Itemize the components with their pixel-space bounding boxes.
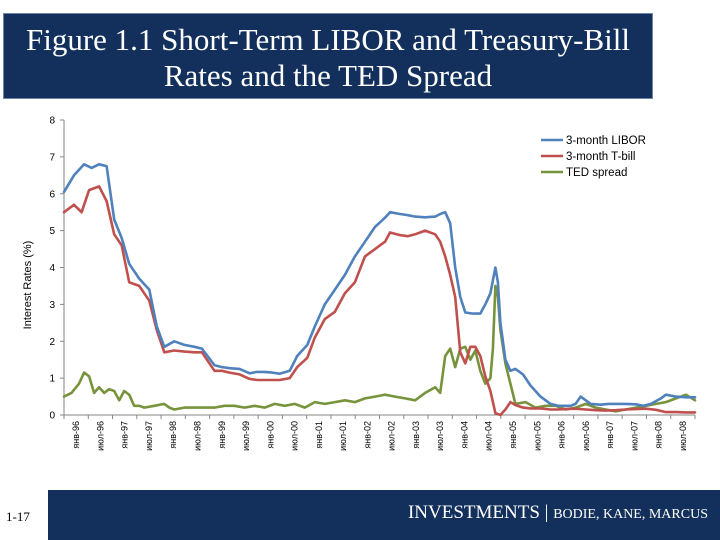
x-tick-label: янв-07 <box>605 421 615 449</box>
footer-text: INVESTMENTS | BODIE, KANE, MARCUS <box>408 502 708 524</box>
legend-label: 3-month T-bill <box>566 151 635 163</box>
x-tick-label: янв-01 <box>314 421 324 449</box>
x-tick-label: июл-00 <box>290 421 300 451</box>
y-axis-label: Interest Rates (%) <box>22 241 34 330</box>
x-tick-label: янв-00 <box>265 421 275 449</box>
x-tick-label: июл-05 <box>532 421 542 451</box>
y-tick-label: 7 <box>49 152 55 163</box>
y-axis: 0 1 2 3 4 5 6 7 8 <box>49 116 65 422</box>
footer-separator: | <box>539 502 554 523</box>
series-line-ted-spread <box>62 284 697 413</box>
x-tick-label: янв-98 <box>168 421 178 449</box>
x-tick-label: июл-03 <box>435 421 445 451</box>
x-tick-label: янв-99 <box>217 421 227 449</box>
series-line-3-month-t-bill <box>62 185 697 417</box>
x-tick-label: июл-96 <box>95 421 105 451</box>
x-tick-label: июл-02 <box>387 421 397 451</box>
legend-label: 3-month LIBOR <box>566 135 646 147</box>
x-tick-label: июл-97 <box>144 421 154 451</box>
x-tick-label: июл-98 <box>192 421 202 451</box>
legend-label: TED spread <box>566 167 627 179</box>
x-tick-label: июл-06 <box>581 421 591 451</box>
x-tick-label: янв-06 <box>557 421 567 449</box>
y-tick-label: 5 <box>49 226 55 237</box>
x-tick-label: июл-99 <box>241 421 251 451</box>
x-tick-label: янв-02 <box>362 421 372 449</box>
y-tick-label: 6 <box>49 189 55 200</box>
series-line-3-month-libor <box>62 162 697 408</box>
y-tick-label: 0 <box>49 411 55 422</box>
x-axis: янв-96 июл-96 янв-97 июл-97 янв-98 июл-98 янв-… <box>63 414 696 451</box>
y-tick-label: 1 <box>49 374 55 385</box>
x-tick-label: янв-04 <box>459 421 469 449</box>
series-group <box>62 162 697 417</box>
x-tick-label: янв-96 <box>71 421 81 449</box>
x-tick-label: янв-08 <box>654 421 664 449</box>
slide-number: 1-17 <box>6 509 30 524</box>
x-tick-label: янв-03 <box>411 421 421 449</box>
footer-brand: INVESTMENTS <box>407 502 540 523</box>
footer-bar: INVESTMENTS | BODIE, KANE, MARCUS <box>48 490 720 540</box>
footer-authors: BODIE, KANE, MARCUS <box>553 507 708 522</box>
y-tick-label: 3 <box>49 300 55 311</box>
x-tick-label: июл-04 <box>484 421 494 451</box>
x-tick-label: янв-05 <box>508 421 518 449</box>
x-tick-label: янв-97 <box>120 421 130 449</box>
line-chart: 0 1 2 3 4 5 6 7 8 янв-96 июл-96 янв-97 июл-97 янв-98… <box>22 116 697 451</box>
legend: 3-month LIBOR 3-month T-bill TED spread <box>541 135 646 179</box>
x-tick-label: июл-08 <box>678 421 688 451</box>
x-tick-label: июл-07 <box>629 421 639 451</box>
y-tick-label: 8 <box>49 116 55 127</box>
x-tick-label: июл-01 <box>338 421 348 451</box>
slide-title: Figure 1.1 Short-Term LIBOR and Treasury… <box>25 22 630 93</box>
y-tick-label: 2 <box>49 337 55 348</box>
title-banner: Figure 1.1 Short-Term LIBOR and Treasury… <box>3 13 653 99</box>
y-tick-label: 4 <box>49 263 55 274</box>
